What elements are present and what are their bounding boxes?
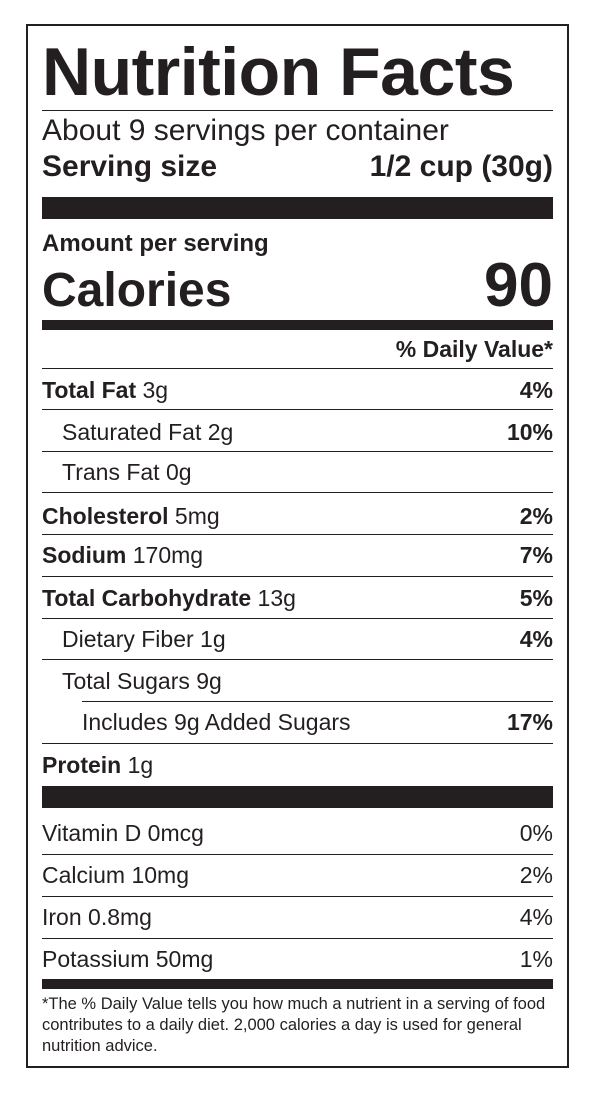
divider	[42, 451, 553, 452]
nutrient-row-protein: Protein 1g	[42, 751, 553, 779]
vitamin-daily-value: 0%	[519, 820, 553, 846]
serving-size-label: Serving size	[42, 150, 218, 183]
nutrient-row-saturated-fat: Saturated Fat 2g 10%	[42, 418, 553, 446]
divider	[42, 576, 553, 577]
medium-divider	[42, 320, 553, 330]
nutrient-row-sodium: Sodium 170mg 7%	[42, 541, 553, 569]
vitamin-name: Potassium	[42, 946, 150, 972]
vitamin-name: Iron	[42, 904, 82, 930]
nutrient-row-total-sugars: Total Sugars 9g	[42, 667, 553, 695]
nutrient-daily-value: 2%	[519, 503, 553, 529]
divider	[42, 110, 553, 111]
calories-label: Calories	[42, 264, 232, 317]
nutrient-amount: 0g	[165, 459, 192, 485]
divider	[42, 896, 553, 897]
calories-row: Calories 90	[42, 250, 553, 321]
vitamin-name: Calcium	[42, 862, 126, 888]
divider	[42, 368, 553, 369]
vitamin-daily-value: 2%	[519, 862, 553, 888]
thick-divider	[42, 197, 553, 219]
calories-value: 90	[484, 251, 553, 320]
vitamin-amount: 0mcg	[147, 820, 204, 846]
vitamin-daily-value: 1%	[519, 946, 553, 972]
footnote: *The % Daily Value tells you how much a …	[42, 995, 546, 1055]
vitamin-amount: 10mg	[131, 862, 190, 888]
nutrient-amount: 13g	[257, 585, 296, 611]
daily-value-header: % Daily Value*	[395, 336, 553, 362]
divider	[42, 534, 553, 535]
divider	[82, 701, 553, 702]
medium-divider	[42, 979, 553, 989]
nutrient-amount: 5mg	[174, 503, 220, 529]
nutrient-row-dietary-fiber: Dietary Fiber 1g 4%	[42, 625, 553, 653]
servings-text: About 9 servings per container	[42, 114, 449, 147]
nutrient-name: Cholesterol	[42, 503, 169, 529]
servings-per-container: About 9 servings per container	[42, 114, 553, 148]
nutrient-daily-value: 10%	[506, 419, 553, 445]
nutrient-name: Includes 9g Added Sugars	[82, 709, 351, 735]
nutrient-row-trans-fat: Trans Fat 0g	[42, 458, 553, 486]
nutrient-name: Sodium	[42, 542, 127, 568]
divider	[42, 854, 553, 855]
divider	[42, 409, 553, 410]
serving-size-value: 1/2 cup (30g)	[369, 150, 553, 183]
nutrient-name: Total Carbohydrate	[42, 585, 252, 611]
amount-per-serving: Amount per serving	[42, 230, 269, 257]
vitamin-amount: 50mg	[155, 946, 214, 972]
nutrient-row-total-fat: Total Fat 3g 4%	[42, 376, 553, 404]
nutrient-name: Protein	[42, 752, 122, 778]
nutrient-row-cholesterol: Cholesterol 5mg 2%	[42, 502, 553, 530]
vitamin-name: Vitamin D	[42, 820, 142, 846]
nutrient-daily-value: 7%	[519, 542, 553, 568]
divider	[42, 743, 553, 744]
nutrition-facts-label: Nutrition Facts About 9 servings per con…	[26, 24, 569, 1068]
nutrient-name: Total Fat	[42, 377, 137, 403]
nutrient-row-added-sugars: Includes 9g Added Sugars 17%	[42, 708, 553, 736]
divider	[42, 659, 553, 660]
vitamin-row-vitamin-d: Vitamin D 0mcg 0%	[42, 819, 553, 847]
nutrient-daily-value: 17%	[506, 709, 553, 735]
nutrient-amount: 9g	[196, 668, 222, 694]
label-title: Nutrition Facts	[42, 34, 515, 110]
nutrient-daily-value: 4%	[519, 626, 553, 652]
nutrient-amount: 1g	[127, 752, 154, 778]
divider	[42, 938, 553, 939]
vitamin-row-calcium: Calcium 10mg 2%	[42, 861, 553, 889]
nutrient-name: Dietary Fiber	[62, 626, 194, 652]
nutrient-amount: 1g	[200, 626, 226, 652]
vitamin-daily-value: 4%	[519, 904, 553, 930]
nutrient-name: Total Sugars	[62, 668, 190, 694]
thick-divider	[42, 786, 553, 808]
vitamin-amount: 0.8mg	[88, 904, 152, 930]
nutrient-daily-value: 5%	[519, 585, 553, 611]
serving-size-row: Serving size 1/2 cup (30g)	[42, 150, 553, 184]
nutrient-row-total-carbohydrate: Total Carbohydrate 13g 5%	[42, 584, 553, 612]
vitamin-row-potassium: Potassium 50mg 1%	[42, 945, 553, 973]
nutrient-amount: 2g	[207, 419, 234, 445]
divider	[42, 492, 553, 493]
nutrient-amount: 170mg	[132, 542, 204, 568]
nutrient-name: Trans Fat	[62, 459, 160, 485]
divider	[42, 618, 553, 619]
nutrient-daily-value: 4%	[519, 377, 553, 403]
nutrient-name: Saturated Fat	[62, 419, 202, 445]
vitamin-row-iron: Iron 0.8mg 4%	[42, 903, 553, 931]
nutrient-amount: 3g	[142, 377, 169, 403]
